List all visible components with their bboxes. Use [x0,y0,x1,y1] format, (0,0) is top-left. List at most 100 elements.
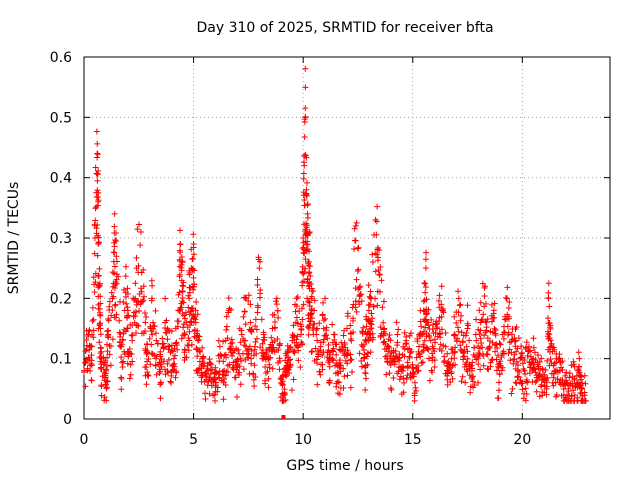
data-point [513,324,520,331]
data-point [349,368,356,375]
data-point [103,397,110,404]
data-point [302,256,309,263]
data-point [513,348,520,355]
data-point [506,346,513,353]
data-point [408,330,415,337]
data-point [257,258,264,265]
data-point [180,283,187,290]
data-point [142,319,149,326]
data-point [385,336,392,343]
data-point [414,338,421,345]
data-point [496,360,503,367]
data-point [116,317,123,324]
data-point [421,316,428,323]
data-point [440,305,447,312]
data-point [261,354,268,361]
data-point [473,316,480,323]
data-point [289,334,296,341]
data-point [93,225,100,232]
axis-ticks: 0 0.1 0.2 0.3 0.4 0.5 0.6 0 5 10 15 20 [50,50,610,448]
data-point [387,362,394,369]
data-point [479,344,486,351]
data-point [110,249,117,256]
data-point [559,367,566,374]
data-point [136,308,143,315]
data-point [504,311,511,318]
data-point [367,349,374,356]
data-point [108,289,115,296]
data-point [518,343,525,350]
data-point [434,324,441,331]
data-point [367,320,374,327]
data-point [140,283,147,290]
data-point [132,329,139,336]
data-point [431,348,438,355]
data-point [337,368,344,375]
data-point [492,341,499,348]
data-point [130,313,137,320]
data-point [169,348,176,355]
data-point [422,324,429,331]
data-point [514,362,521,369]
data-point [480,353,487,360]
data-point [181,354,188,361]
data-point [303,186,310,193]
data-point [347,322,354,329]
data-point [369,330,376,337]
data-point [570,387,577,394]
data-point [304,275,311,282]
data-point [478,317,485,324]
data-point [271,324,278,331]
data-point [455,328,462,335]
data-point [566,382,573,389]
data-point [104,378,111,385]
data-point [545,280,552,287]
data-point [421,280,428,287]
data-point [300,301,307,308]
data-point [248,347,255,354]
data-point [364,353,371,360]
data-point [488,301,495,308]
data-point [477,366,484,373]
data-point [245,297,252,304]
data-point [469,365,476,372]
data-point [519,386,526,393]
data-point [298,326,305,333]
data-point [413,354,420,361]
data-point [220,396,227,403]
data-point [456,302,463,309]
data-point [404,372,411,379]
data-point [223,323,230,330]
data-point [92,279,99,286]
data-point [376,271,383,278]
data-point [323,324,330,331]
data-point [246,370,253,377]
data-point [395,326,402,333]
data-point [115,273,122,280]
data-point [463,343,470,350]
data-point [561,380,568,387]
data-point [220,358,227,365]
data-point [302,65,309,72]
data-point [157,395,164,402]
data-point [185,334,192,341]
data-point [547,324,554,331]
data-point [478,340,485,347]
data-point [407,374,414,381]
data-point [106,351,113,358]
data-point [495,387,502,394]
data-point [401,329,408,336]
data-point [89,304,96,311]
data-point [251,362,258,369]
data-point [109,269,116,276]
data-point [160,340,167,347]
data-point [266,345,273,352]
data-point [165,343,172,350]
data-point [160,358,167,365]
data-point [112,229,119,236]
data-point [358,363,365,370]
data-point [176,307,183,314]
data-point [96,265,103,272]
data-point [111,270,118,277]
